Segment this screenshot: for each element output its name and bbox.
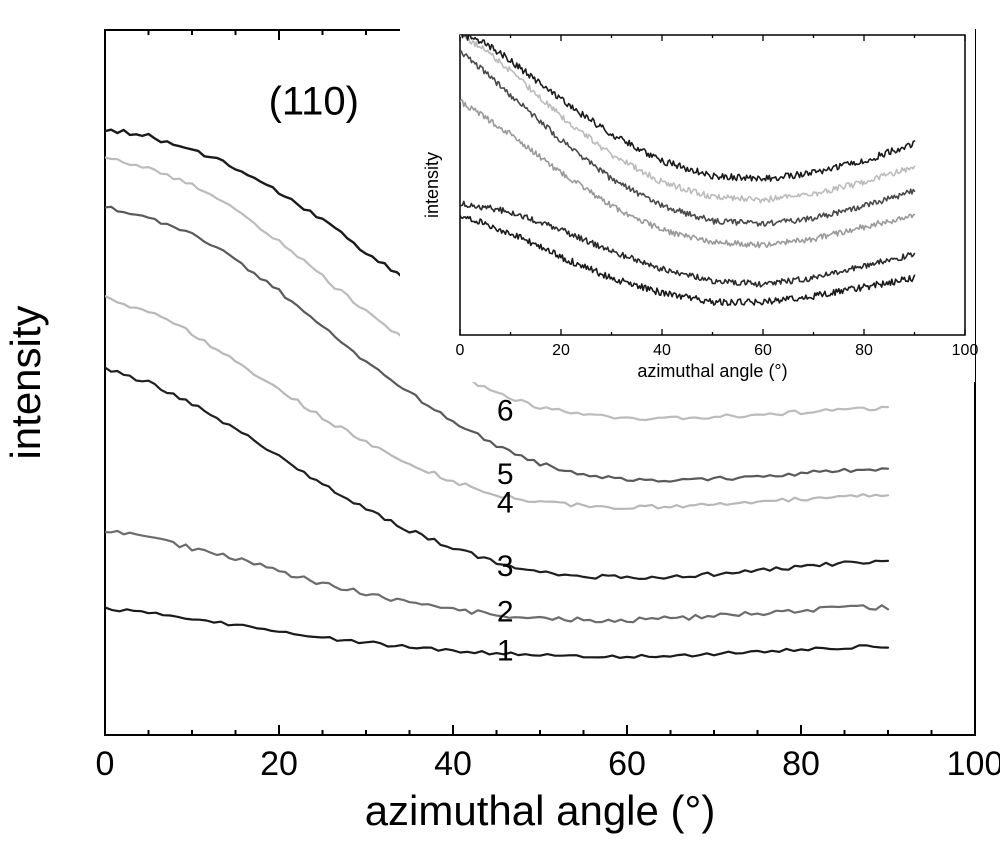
svg-text:2: 2 (497, 596, 514, 629)
svg-text:0: 0 (96, 745, 115, 783)
svg-text:60: 60 (754, 342, 772, 359)
svg-text:80: 80 (855, 342, 873, 359)
svg-text:6: 6 (497, 395, 514, 428)
svg-text:intensity: intensity (2, 305, 49, 459)
svg-text:(110): (110) (269, 80, 359, 124)
svg-text:intensity: intensity (422, 152, 442, 218)
svg-text:40: 40 (653, 342, 671, 359)
figure: 020406080100azimuthal angle (°)intensity… (0, 0, 1000, 851)
svg-text:100: 100 (952, 342, 979, 359)
svg-text:20: 20 (260, 745, 298, 783)
svg-text:3: 3 (497, 550, 514, 583)
svg-text:4: 4 (497, 486, 514, 519)
svg-text:azimuthal angle (°): azimuthal angle (°) (365, 787, 716, 834)
svg-text:0: 0 (456, 342, 465, 359)
svg-text:80: 80 (782, 745, 820, 783)
svg-text:100: 100 (947, 745, 1000, 783)
svg-text:60: 60 (608, 745, 646, 783)
svg-text:40: 40 (434, 745, 472, 783)
svg-text:20: 20 (552, 342, 570, 359)
svg-text:1: 1 (497, 634, 514, 667)
svg-text:azimuthal angle (°): azimuthal angle (°) (637, 361, 787, 381)
